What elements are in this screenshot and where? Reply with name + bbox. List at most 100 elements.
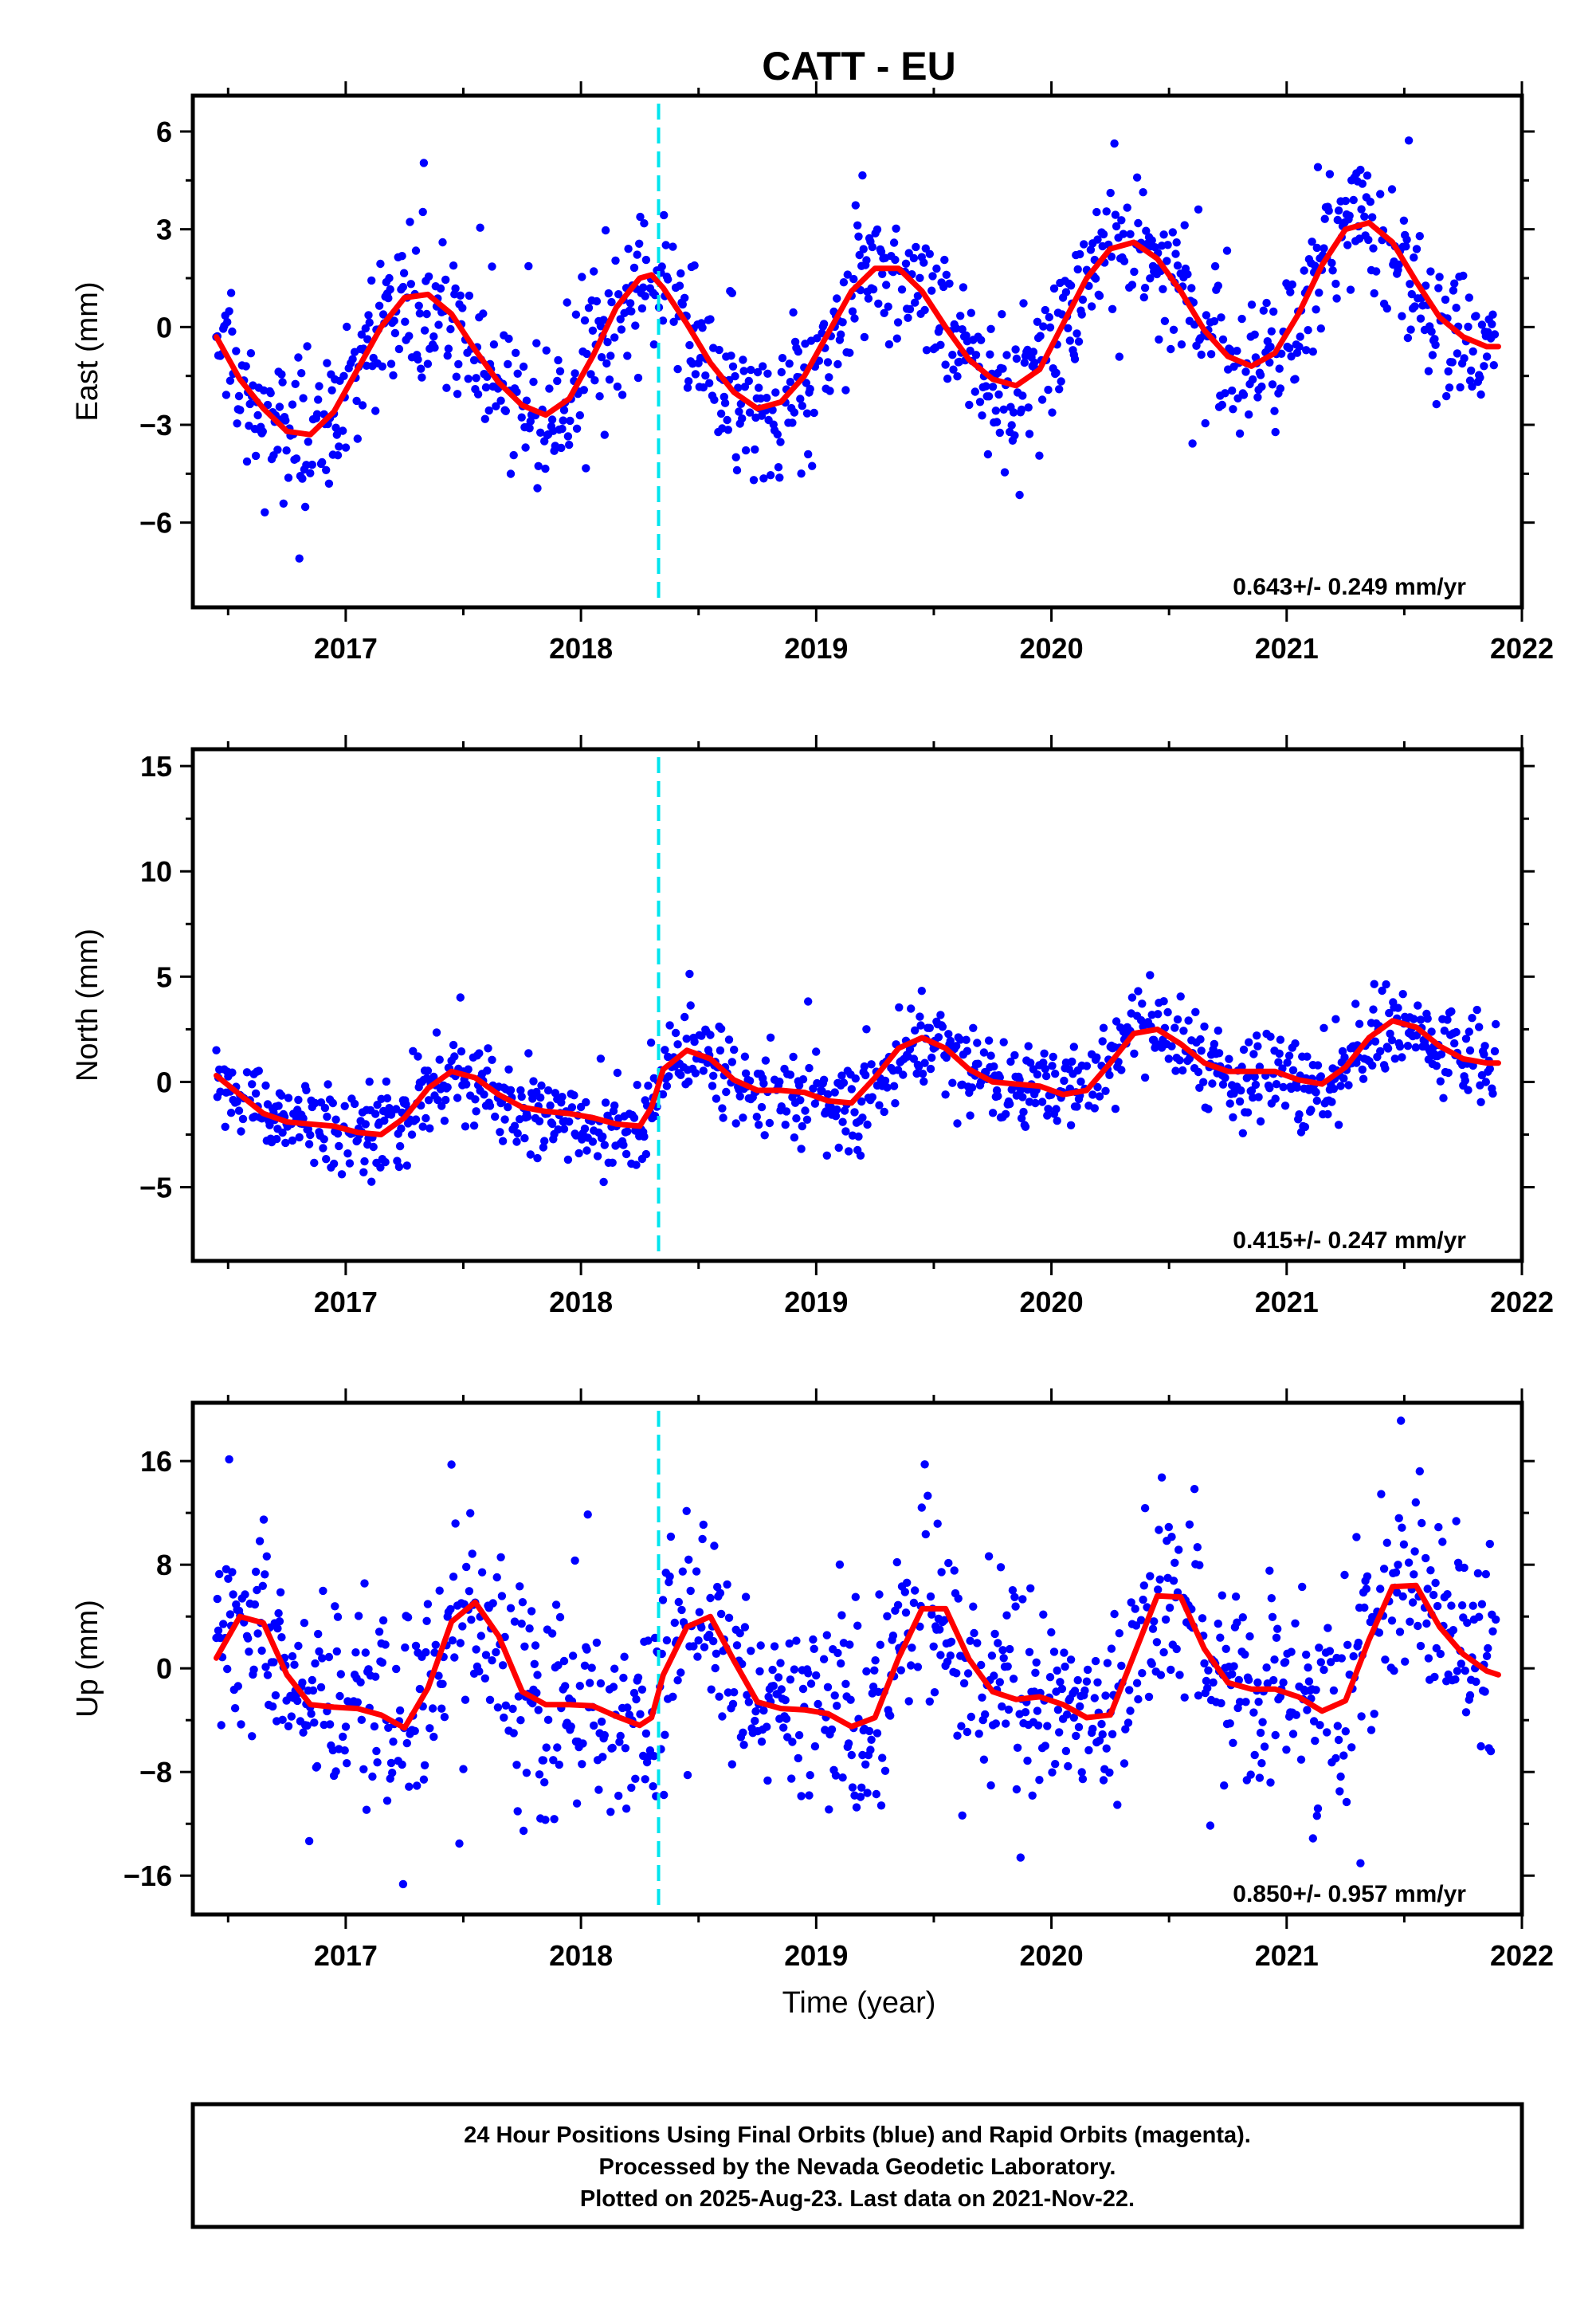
observation-point [676,1668,685,1677]
footer-line-2: Processed by the Nevada Geodetic Laborat… [599,2154,1116,2180]
observation-point [1008,1586,1018,1595]
observation-point [1076,1702,1084,1711]
observation-point [608,1743,617,1753]
observation-point [238,1114,248,1124]
observation-point [365,318,374,327]
observation-point [1183,269,1192,279]
observation-point [479,309,488,318]
observation-point [913,1663,923,1671]
observation-point [808,461,817,470]
observation-point [284,473,293,482]
observation-point [1194,1691,1203,1700]
observation-point [423,359,433,368]
observation-point [561,1682,570,1691]
observation-point [228,1568,237,1577]
observation-point [1390,1667,1398,1675]
observation-point [693,1652,702,1661]
observation-point [804,1669,813,1678]
observation-point [496,1553,505,1562]
observation-point [1150,1617,1159,1626]
observation-point [819,320,829,328]
observation-point [1257,382,1266,391]
observation-point [678,1567,687,1576]
observation-point [605,375,614,384]
observation-point [1296,332,1304,341]
observation-point [361,1120,370,1129]
observation-point [893,1600,903,1610]
observation-point [440,1117,449,1125]
observation-point [1423,1014,1432,1023]
observation-point [735,1629,744,1638]
observation-point [385,273,394,283]
observation-point [715,1692,723,1701]
observation-point [838,1773,847,1782]
observation-point [1214,1026,1223,1035]
observation-point [1265,1084,1274,1093]
observation-point [582,349,591,359]
observation-point [1352,1533,1361,1541]
observation-point [434,320,443,329]
observation-point [756,394,765,403]
observation-point [1456,383,1465,392]
observation-point [875,1101,884,1109]
observation-point [244,1634,253,1643]
observation-point [1320,244,1328,253]
observation-point [1099,1776,1108,1785]
observation-point [1028,1791,1037,1800]
observation-point [1414,1001,1422,1010]
observation-point [769,1682,778,1691]
observation-point [1228,386,1237,395]
observation-point [274,1102,283,1110]
observation-point [837,330,845,339]
observation-point [1489,361,1499,370]
observation-point [1303,1706,1312,1714]
observation-point [856,1151,865,1160]
observation-point [431,1640,440,1649]
observation-point [314,1629,323,1639]
observation-points [212,969,1500,1187]
observation-point [1061,1746,1071,1756]
observation-point [837,1071,846,1080]
observation-point [1195,1561,1204,1569]
observation-point [1051,1070,1060,1078]
observation-point [1327,1098,1336,1106]
observation-point [588,326,598,335]
observation-point [949,365,958,374]
observation-point [708,1082,717,1090]
observation-point [506,1604,516,1612]
observation-point [755,383,763,392]
observation-point [437,1704,446,1713]
observation-point [1171,1558,1179,1568]
observation-point [782,1107,791,1116]
observation-point [700,1643,709,1651]
observation-point [399,269,409,277]
model-fit-curve [214,1018,1501,1137]
observation-point [1021,1708,1030,1717]
observation-point [991,1719,1001,1728]
observation-point [527,1607,536,1616]
observation-point [950,1566,959,1575]
observation-point [1356,165,1365,175]
observation-point [927,286,936,295]
observation-point [1086,245,1096,254]
observation-point [644,1082,653,1090]
observation-point [613,1068,622,1078]
observation-point [633,250,641,259]
observation-point [710,1541,719,1550]
figure-title: CATT - EU [762,44,955,88]
observation-point [621,1744,630,1753]
observation-point [606,1808,615,1816]
observation-point [776,1659,785,1667]
observation-point [1340,1053,1349,1062]
observation-point [833,1105,841,1114]
observation-point [640,1132,649,1141]
observation-point [221,1122,229,1132]
observation-point [946,1651,955,1660]
observation-point [381,1157,390,1167]
observation-point [1154,1010,1163,1019]
observation-point [300,502,310,512]
observation-point [1139,1595,1147,1604]
observation-point [516,1716,525,1725]
observation-point [451,284,460,293]
observation-point [802,409,812,418]
